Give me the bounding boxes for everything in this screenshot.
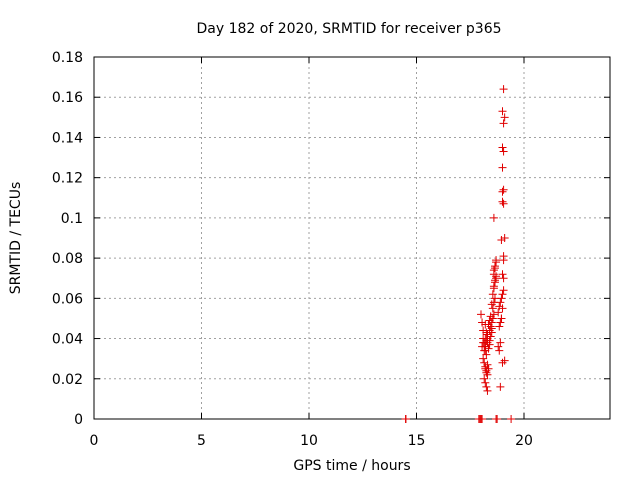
x-tick-label: 20	[515, 433, 533, 449]
data-point	[493, 415, 502, 423]
data-point	[494, 342, 503, 351]
data-point	[482, 382, 491, 391]
data-point	[488, 304, 497, 313]
data-point	[495, 346, 504, 355]
data-point	[492, 256, 501, 265]
data-point	[482, 368, 491, 377]
data-point	[488, 314, 497, 323]
data-point	[498, 358, 507, 367]
data-point	[496, 318, 505, 327]
data-points	[401, 85, 516, 423]
data-point	[500, 234, 509, 242]
data-point	[498, 187, 507, 196]
data-point	[498, 197, 507, 206]
y-tick-label: 0.1	[61, 211, 83, 227]
data-point	[499, 185, 508, 194]
data-point	[487, 318, 496, 327]
data-point	[478, 415, 487, 423]
data-point	[478, 318, 487, 327]
data-point	[497, 236, 506, 245]
data-point	[477, 310, 485, 319]
data-point	[479, 338, 488, 347]
data-point	[486, 312, 495, 321]
data-point	[494, 308, 503, 317]
data-point	[500, 356, 509, 365]
y-tick-label: 0.02	[52, 372, 83, 388]
y-tick-label: 0.08	[52, 251, 83, 267]
data-point	[486, 322, 495, 331]
x-tick-label: 0	[90, 433, 99, 449]
data-point	[481, 364, 490, 373]
data-point	[498, 107, 507, 116]
data-point	[482, 350, 491, 359]
data-point	[482, 336, 491, 345]
grid-lines	[94, 57, 610, 419]
data-point	[483, 360, 492, 369]
data-point	[490, 276, 499, 285]
y-tick-label: 0	[74, 412, 83, 428]
data-point	[495, 322, 504, 331]
data-point	[489, 310, 498, 319]
data-point	[486, 332, 495, 341]
plot-frame	[93, 56, 611, 420]
data-point	[489, 213, 498, 222]
axis-ticks: 0 0.02 0.04 0.06 0.08 0.1 0.12 0.14 0.16 0.18 0 5 10…	[52, 50, 610, 449]
data-point	[480, 374, 489, 383]
data-point	[498, 290, 507, 299]
data-point	[492, 272, 501, 281]
data-point	[495, 302, 504, 311]
data-point	[499, 147, 508, 156]
data-point	[496, 338, 505, 347]
data-point	[489, 282, 498, 291]
data-point	[483, 386, 492, 395]
data-point	[487, 300, 496, 309]
data-point	[499, 199, 508, 208]
data-point	[401, 415, 410, 423]
data-point	[484, 344, 493, 353]
data-point	[483, 370, 492, 379]
data-point	[498, 163, 507, 172]
data-point	[496, 382, 505, 391]
x-axis-label: GPS time / hours	[293, 458, 410, 474]
data-point	[498, 270, 507, 279]
data-point	[496, 298, 505, 307]
data-point	[498, 143, 507, 152]
data-point	[479, 354, 488, 363]
x-tick-label: 10	[300, 433, 318, 449]
data-point	[499, 252, 508, 261]
y-tick-label: 0.14	[52, 130, 83, 146]
y-tick-label: 0.06	[52, 291, 83, 307]
data-point	[499, 85, 508, 94]
y-axis-label: SRMTID / TECUs	[8, 182, 24, 295]
data-point	[497, 294, 506, 303]
data-point	[500, 113, 509, 122]
x-tick-label: 15	[408, 433, 426, 449]
y-tick-label: 0.18	[52, 50, 83, 66]
data-point	[484, 320, 493, 329]
data-point	[481, 342, 490, 351]
y-tick-label: 0.12	[52, 171, 83, 187]
data-point	[480, 346, 489, 355]
data-point	[499, 119, 508, 128]
data-point	[497, 314, 506, 323]
y-tick-label: 0.16	[52, 90, 83, 106]
data-point	[483, 334, 492, 343]
data-point	[485, 326, 494, 335]
data-point	[490, 262, 499, 271]
data-point	[489, 266, 498, 275]
chart-title: Day 182 of 2020, SRMTID for receiver p36…	[196, 21, 501, 37]
data-point	[498, 304, 507, 313]
data-point	[485, 316, 494, 325]
y-tick-label: 0.04	[52, 332, 83, 348]
data-point	[488, 290, 497, 299]
data-point	[481, 378, 490, 387]
x-tick-label: 5	[197, 433, 206, 449]
data-point	[480, 358, 489, 367]
data-point	[482, 328, 491, 337]
data-point	[499, 274, 508, 283]
data-point	[499, 286, 508, 295]
data-point	[507, 415, 516, 423]
